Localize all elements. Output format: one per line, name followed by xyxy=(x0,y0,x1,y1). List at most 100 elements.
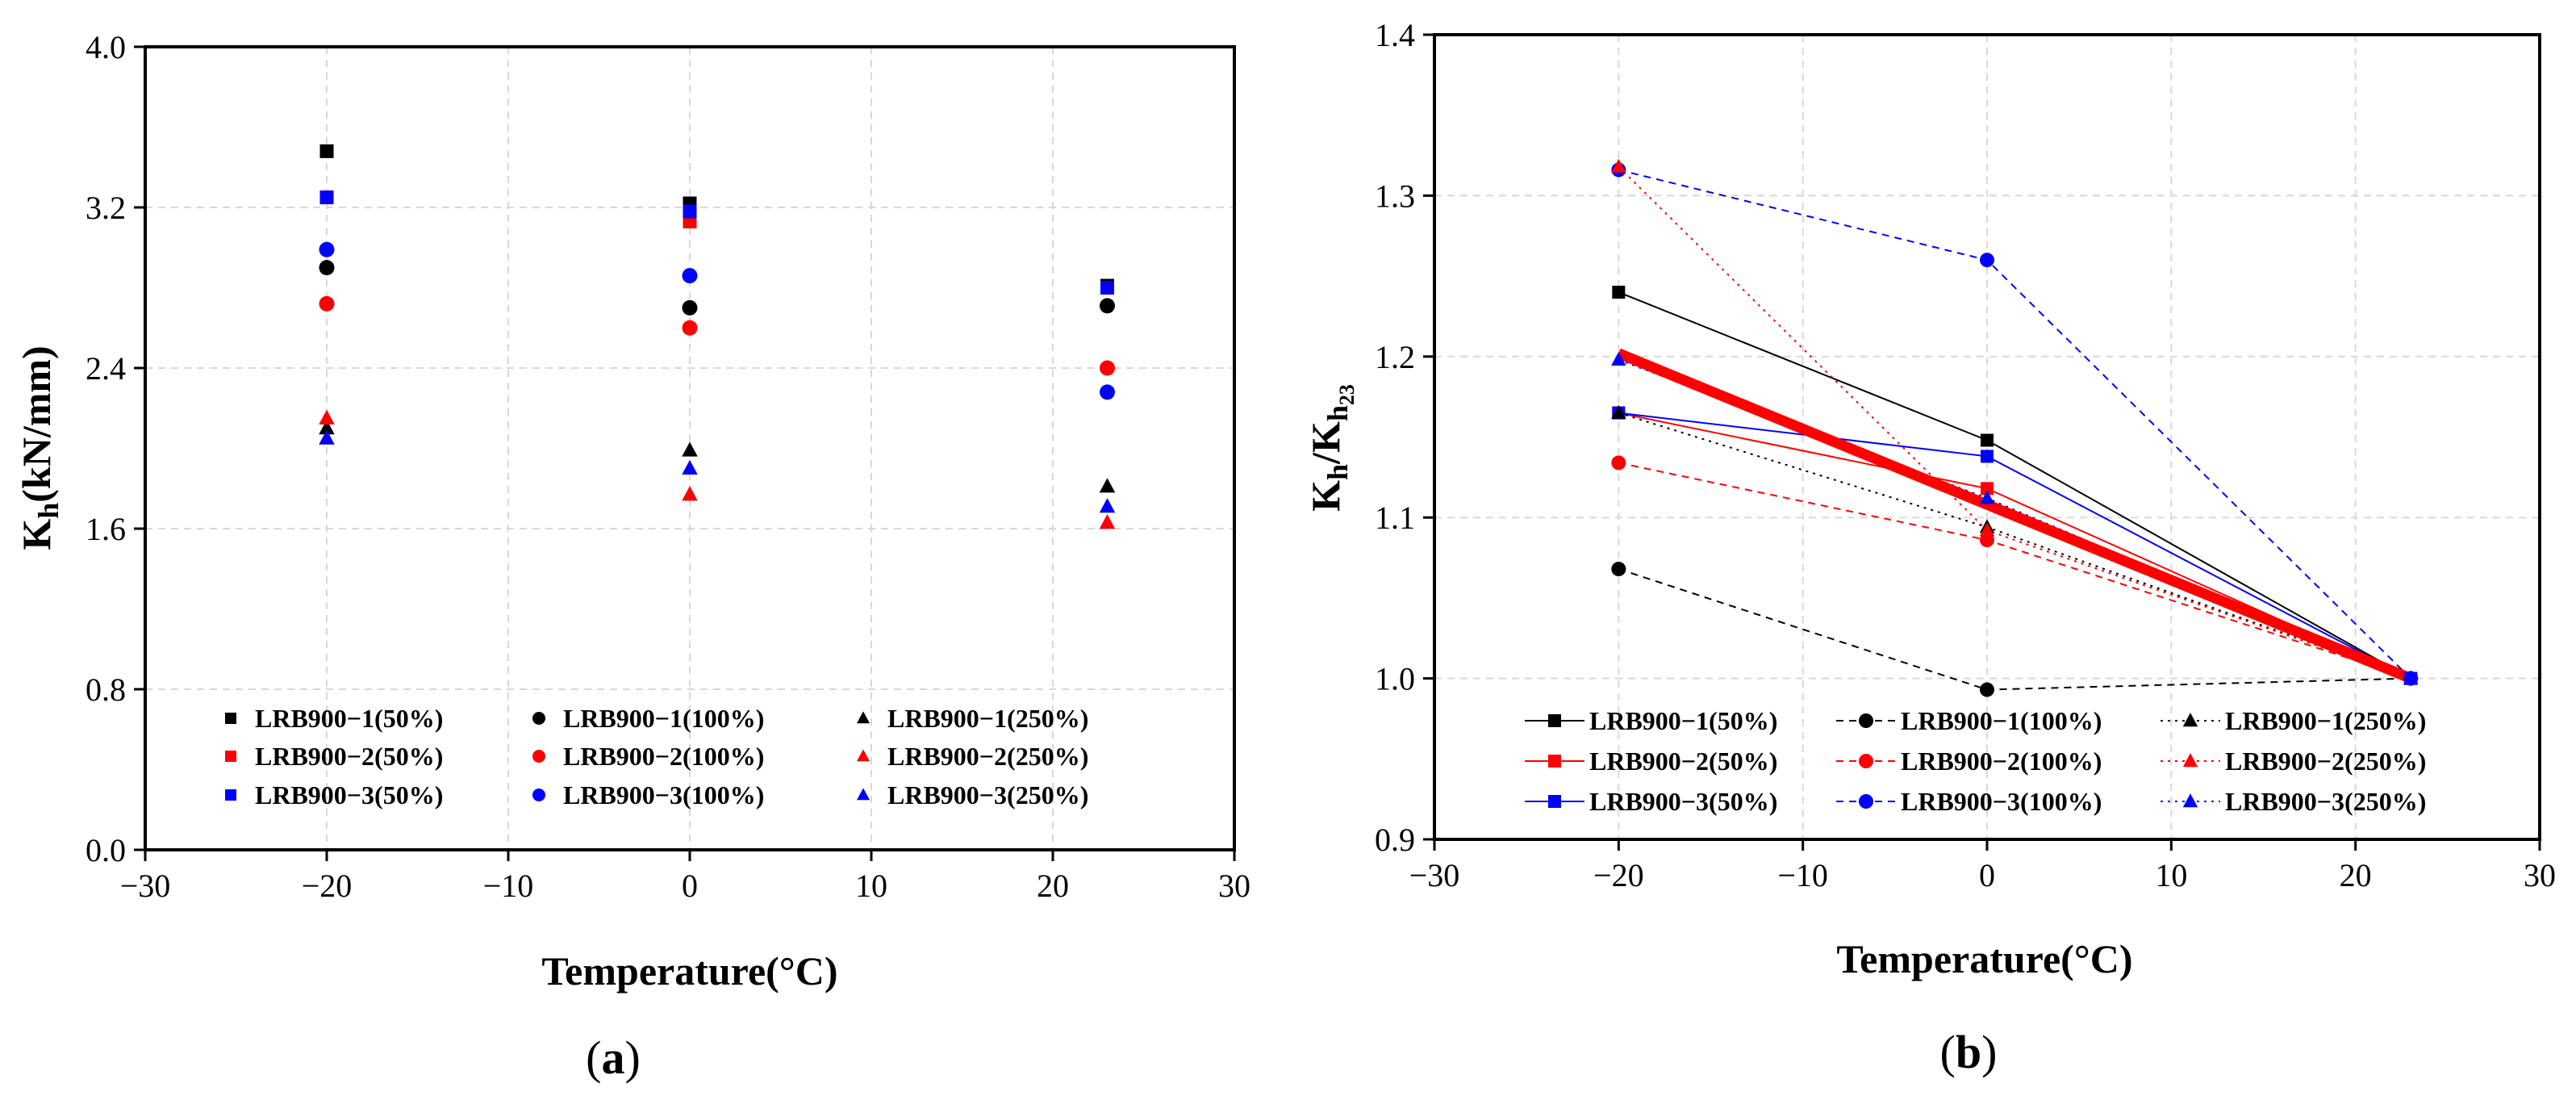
legend-marker xyxy=(225,713,236,724)
data-point xyxy=(1981,450,1994,463)
legend-marker xyxy=(2182,753,2198,768)
data-point xyxy=(1100,298,1115,314)
data-point xyxy=(1099,498,1116,513)
data-point xyxy=(319,429,335,445)
x-tick-label: −10 xyxy=(483,868,534,904)
legend-marker xyxy=(532,750,545,763)
data-point xyxy=(682,486,698,501)
x-tick-label: 30 xyxy=(1218,868,1250,904)
legend-label: LRB900−1(50%) xyxy=(255,704,443,733)
x-tick-label: 20 xyxy=(1037,868,1069,904)
legend-marker xyxy=(1548,755,1561,768)
legend-label: LRB900−3(100%) xyxy=(563,780,764,809)
legend-marker xyxy=(225,751,236,762)
legend-marker xyxy=(2182,793,2198,808)
panel-label: (a) xyxy=(586,1031,641,1084)
y-tick-label: 1.4 xyxy=(1375,17,1415,53)
data-point xyxy=(1611,158,1626,173)
x-tick-label: 20 xyxy=(2340,857,2372,893)
x-tick-label: −30 xyxy=(1409,857,1460,893)
legend-label: LRB900−3(100%) xyxy=(1901,787,2102,816)
legend-label: LRB900−1(100%) xyxy=(1901,706,2102,735)
data-point xyxy=(1980,682,1994,697)
legend-label: LRB900−2(250%) xyxy=(2225,747,2426,776)
data-point xyxy=(319,144,334,158)
series-line xyxy=(1618,412,2411,680)
y-tick-label: 0.0 xyxy=(86,832,126,868)
data-point xyxy=(1979,490,1995,504)
legend-label: LRB900−2(100%) xyxy=(1901,747,2102,776)
x-tick-label: 10 xyxy=(2155,857,2187,893)
legend-label: LRB900−3(250%) xyxy=(887,780,1088,809)
legend-marker xyxy=(532,712,545,725)
legend-marker xyxy=(856,711,870,724)
y-tick-label: 1.1 xyxy=(1375,500,1415,536)
y-tick-label: 1.0 xyxy=(1375,661,1415,697)
legend-label: LRB900−2(50%) xyxy=(255,742,443,771)
data-point xyxy=(1100,384,1115,400)
legend-label: LRB900−2(50%) xyxy=(1589,747,1777,776)
x-tick-label: 0 xyxy=(682,868,698,904)
legend-label: LRB900−3(50%) xyxy=(1589,787,1777,816)
data-point xyxy=(1612,286,1626,299)
y-tick-label: 0.8 xyxy=(86,671,126,708)
y-tick-label: 3.2 xyxy=(86,190,126,226)
data-point xyxy=(1981,433,1994,447)
series-line xyxy=(1618,412,2411,680)
data-point xyxy=(682,299,698,316)
data-point xyxy=(1979,522,1995,537)
legend-label: LRB900−1(100%) xyxy=(563,704,764,733)
data-point xyxy=(682,441,698,457)
x-axis-title: Temperature(°C) xyxy=(541,948,837,994)
y-tick-label: 0.9 xyxy=(1375,822,1415,858)
data-point xyxy=(1100,360,1115,376)
data-point xyxy=(319,260,335,276)
data-point xyxy=(1980,253,1994,268)
data-point xyxy=(682,459,698,475)
x-tick-label: −20 xyxy=(302,868,353,904)
x-tick-label: 0 xyxy=(1979,857,1995,893)
legend-label: LRB900−2(250%) xyxy=(887,742,1088,771)
data-point xyxy=(2403,670,2419,684)
legend-marker xyxy=(532,789,545,801)
panel-a: −30 −20 −10 0 10 20 30 0.0 0.8 1.6 2.4 3.2 4.0 Temper… xyxy=(14,29,1250,1084)
x-tick-label: 30 xyxy=(2524,857,2556,893)
x-tick-label: −20 xyxy=(1593,857,1644,893)
legend-marker xyxy=(1859,754,1873,768)
data-point xyxy=(319,241,335,257)
data-point xyxy=(1099,513,1116,529)
y-tick-label: 1.3 xyxy=(1375,178,1415,214)
trend-line xyxy=(1616,348,2413,684)
data-point xyxy=(682,320,698,336)
legend-label: LRB900−3(250%) xyxy=(2225,787,2426,816)
y-axis-title: Kh/Kh23 xyxy=(1303,384,1359,512)
panel-label: (b) xyxy=(1940,1026,1998,1078)
legend-marker xyxy=(1859,794,1873,809)
x-tick-label: 10 xyxy=(855,868,887,904)
series-line xyxy=(1618,165,2411,680)
data-point xyxy=(683,204,697,219)
data-point xyxy=(1611,562,1626,577)
y-tick-label: 2.4 xyxy=(86,350,126,387)
legend-marker xyxy=(856,788,870,801)
x-tick-label: −10 xyxy=(1777,857,1828,893)
x-tick-label: −30 xyxy=(120,868,171,904)
data-point xyxy=(319,420,335,435)
data-point xyxy=(682,268,698,284)
legend-label: LRB900−1(50%) xyxy=(1589,706,1777,735)
legend-marker xyxy=(856,749,870,762)
legend-marker xyxy=(225,789,236,801)
legend-marker xyxy=(1548,795,1561,808)
series-line xyxy=(1618,169,2411,680)
legend-marker xyxy=(2182,713,2198,727)
y-tick-label: 1.2 xyxy=(1375,339,1415,375)
data-point xyxy=(319,295,335,312)
series-line xyxy=(1618,291,2411,680)
y-tick-label: 1.6 xyxy=(86,511,126,547)
series-line xyxy=(1618,412,2411,680)
legend-label: LRB900−1(250%) xyxy=(2225,706,2426,735)
series-line xyxy=(1618,462,2411,680)
data-point xyxy=(319,190,334,205)
data-point xyxy=(1100,281,1114,295)
data-point xyxy=(1980,533,1994,548)
